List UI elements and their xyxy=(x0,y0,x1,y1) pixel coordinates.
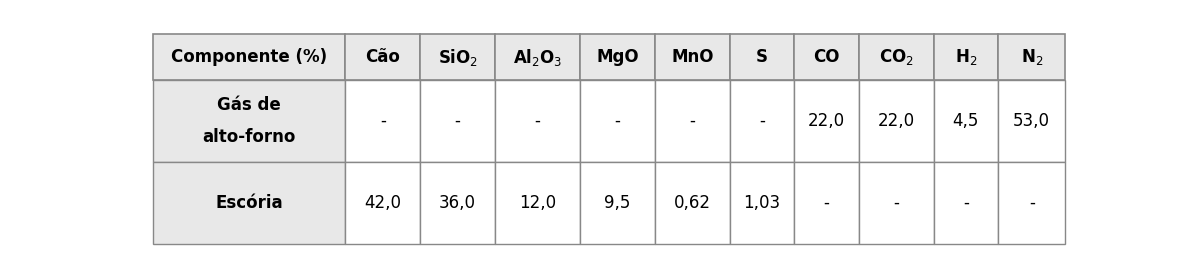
Text: -: - xyxy=(963,194,969,212)
Text: Escória: Escória xyxy=(215,194,283,212)
Bar xyxy=(153,162,346,244)
Bar xyxy=(495,80,580,162)
Text: MnO: MnO xyxy=(672,48,713,66)
Text: Componente (%): Componente (%) xyxy=(171,48,327,66)
Text: 22,0: 22,0 xyxy=(809,112,845,130)
Bar xyxy=(420,80,495,162)
Bar xyxy=(998,34,1065,80)
Bar xyxy=(933,80,998,162)
Text: -: - xyxy=(535,112,541,130)
Bar xyxy=(730,162,794,244)
Bar xyxy=(346,162,420,244)
Text: 53,0: 53,0 xyxy=(1013,112,1050,130)
Bar xyxy=(933,34,998,80)
Bar xyxy=(730,34,794,80)
Bar xyxy=(580,80,655,162)
Text: MgO: MgO xyxy=(597,48,638,66)
Text: -: - xyxy=(454,112,460,130)
Text: S: S xyxy=(756,48,768,66)
Text: Cão: Cão xyxy=(365,48,401,66)
Bar xyxy=(153,80,346,162)
Text: 4,5: 4,5 xyxy=(952,112,979,130)
Text: 12,0: 12,0 xyxy=(520,194,556,212)
Bar xyxy=(495,162,580,244)
Text: CO: CO xyxy=(813,48,839,66)
Text: 9,5: 9,5 xyxy=(604,194,631,212)
Bar xyxy=(933,162,998,244)
Bar xyxy=(346,80,420,162)
Text: N$_2$: N$_2$ xyxy=(1020,47,1043,67)
Text: Gás de
alto-forno: Gás de alto-forno xyxy=(202,96,296,146)
Text: -: - xyxy=(824,194,830,212)
Bar xyxy=(794,34,858,80)
Text: SiO$_2$: SiO$_2$ xyxy=(438,47,478,68)
Text: -: - xyxy=(615,112,621,130)
Bar xyxy=(655,34,730,80)
Text: -: - xyxy=(893,194,899,212)
Bar xyxy=(346,34,420,80)
Bar xyxy=(730,80,794,162)
Text: -: - xyxy=(690,112,696,130)
Bar xyxy=(153,34,346,80)
Text: -: - xyxy=(1028,194,1034,212)
Bar xyxy=(998,80,1065,162)
Bar xyxy=(858,80,933,162)
Bar xyxy=(858,34,933,80)
Text: 1,03: 1,03 xyxy=(743,194,781,212)
Bar xyxy=(580,34,655,80)
Text: 22,0: 22,0 xyxy=(877,112,914,130)
Bar xyxy=(794,162,858,244)
Bar xyxy=(655,80,730,162)
Bar xyxy=(495,34,580,80)
Text: -: - xyxy=(759,112,765,130)
Bar xyxy=(420,162,495,244)
Bar xyxy=(794,80,858,162)
Bar xyxy=(580,162,655,244)
Bar xyxy=(420,34,495,80)
Text: 42,0: 42,0 xyxy=(364,194,402,212)
Bar xyxy=(998,162,1065,244)
Bar xyxy=(858,162,933,244)
Text: H$_2$: H$_2$ xyxy=(955,47,977,67)
Text: 0,62: 0,62 xyxy=(674,194,711,212)
Text: Al$_2$O$_3$: Al$_2$O$_3$ xyxy=(512,47,562,68)
Text: -: - xyxy=(380,112,385,130)
Text: CO$_2$: CO$_2$ xyxy=(879,47,913,67)
Bar xyxy=(655,162,730,244)
Text: 36,0: 36,0 xyxy=(439,194,476,212)
